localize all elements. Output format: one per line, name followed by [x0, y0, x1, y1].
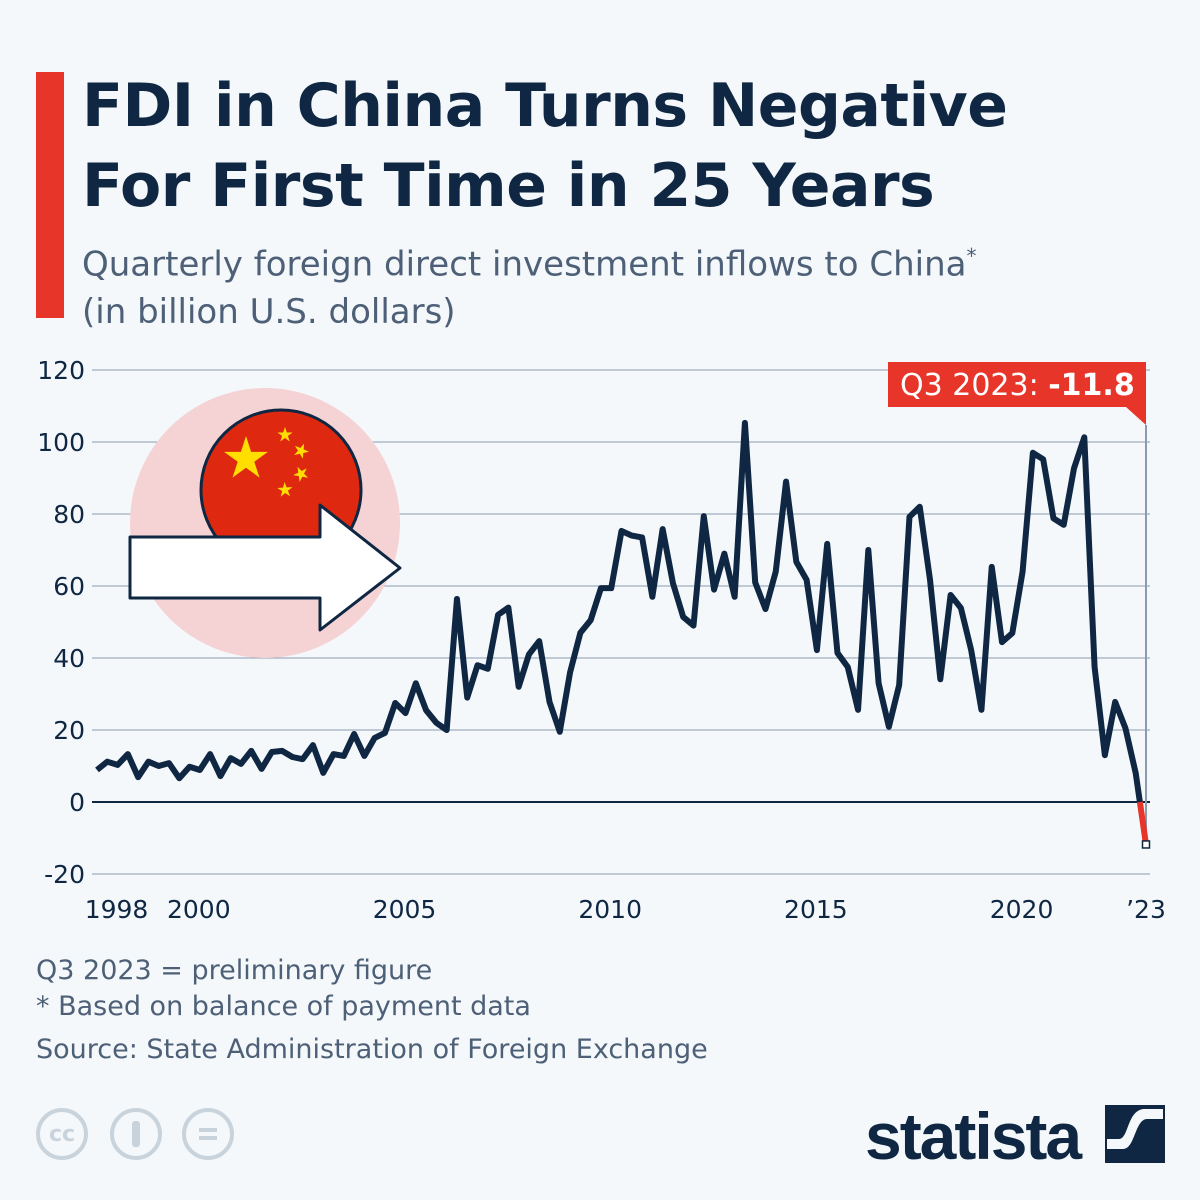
cc-icon-text: cc: [48, 1121, 76, 1147]
subtitle-line-1: Quarterly foreign direct investment infl…: [82, 244, 967, 285]
source: Source: State Administration of Foreign …: [36, 1034, 708, 1065]
x-axis: 1998 2000 2005 2010 2015 2020 ’23: [85, 895, 1166, 924]
series-negative-segment: [1136, 801, 1149, 845]
annotation-value: -11.8: [1048, 368, 1134, 403]
subtitle-asterisk: *: [966, 244, 977, 268]
footnote-preliminary: Q3 2023 = preliminary figure: [36, 955, 433, 986]
chart-subtitle: Quarterly foreign direct investment infl…: [82, 232, 976, 336]
x-tick-label: 2010: [578, 895, 642, 924]
x-tick-label: ’23: [1126, 895, 1166, 924]
y-tick-label: -20: [44, 860, 85, 889]
annotation-callout: Q3 2023: -11.8: [888, 362, 1146, 425]
series-line-fdi: [95, 419, 1143, 803]
x-tick-label: 2020: [990, 895, 1054, 924]
y-tick-label: 0: [69, 788, 85, 817]
x-tick-label: 2015: [784, 895, 848, 924]
no-derivatives-icon[interactable]: [182, 1108, 234, 1160]
arrow-right-icon: [128, 503, 402, 632]
svg-text:Q3 2023: -11.8: Q3 2023: -11.8: [900, 368, 1135, 403]
y-axis: 120 100 80 60 40 20 0 -20: [37, 356, 85, 889]
y-tick-label: 80: [53, 500, 85, 529]
title-line-1: FDI in China Turns Negative: [82, 71, 1008, 141]
last-data-point-marker: [1141, 840, 1151, 849]
x-tick-label: 2005: [373, 895, 437, 924]
y-tick-label: 100: [37, 428, 85, 457]
title-accent-bar: [36, 72, 64, 318]
x-tick-label: 2000: [167, 895, 231, 924]
cc-icon[interactable]: cc: [36, 1108, 88, 1160]
annotation-label: Q3 2023:: [900, 368, 1048, 403]
y-tick-label: 40: [53, 644, 85, 673]
x-tick-label: 1998: [85, 895, 149, 924]
statista-logo[interactable]: statista: [865, 1099, 1082, 1173]
y-tick-label: 60: [53, 572, 85, 601]
illustration: [128, 388, 402, 658]
subtitle-line-2: (in billion U.S. dollars): [82, 292, 456, 333]
footnote-bop: * Based on balance of payment data: [36, 991, 531, 1022]
y-tick-label: 20: [53, 716, 85, 745]
title-line-2: For First Time in 25 Years: [82, 151, 935, 221]
chart-title: FDI in China Turns Negative For First Tim…: [82, 66, 1008, 226]
attribution-icon[interactable]: [110, 1108, 162, 1160]
statista-logo-mark-icon: [1105, 1105, 1165, 1163]
y-tick-label: 120: [37, 356, 85, 385]
